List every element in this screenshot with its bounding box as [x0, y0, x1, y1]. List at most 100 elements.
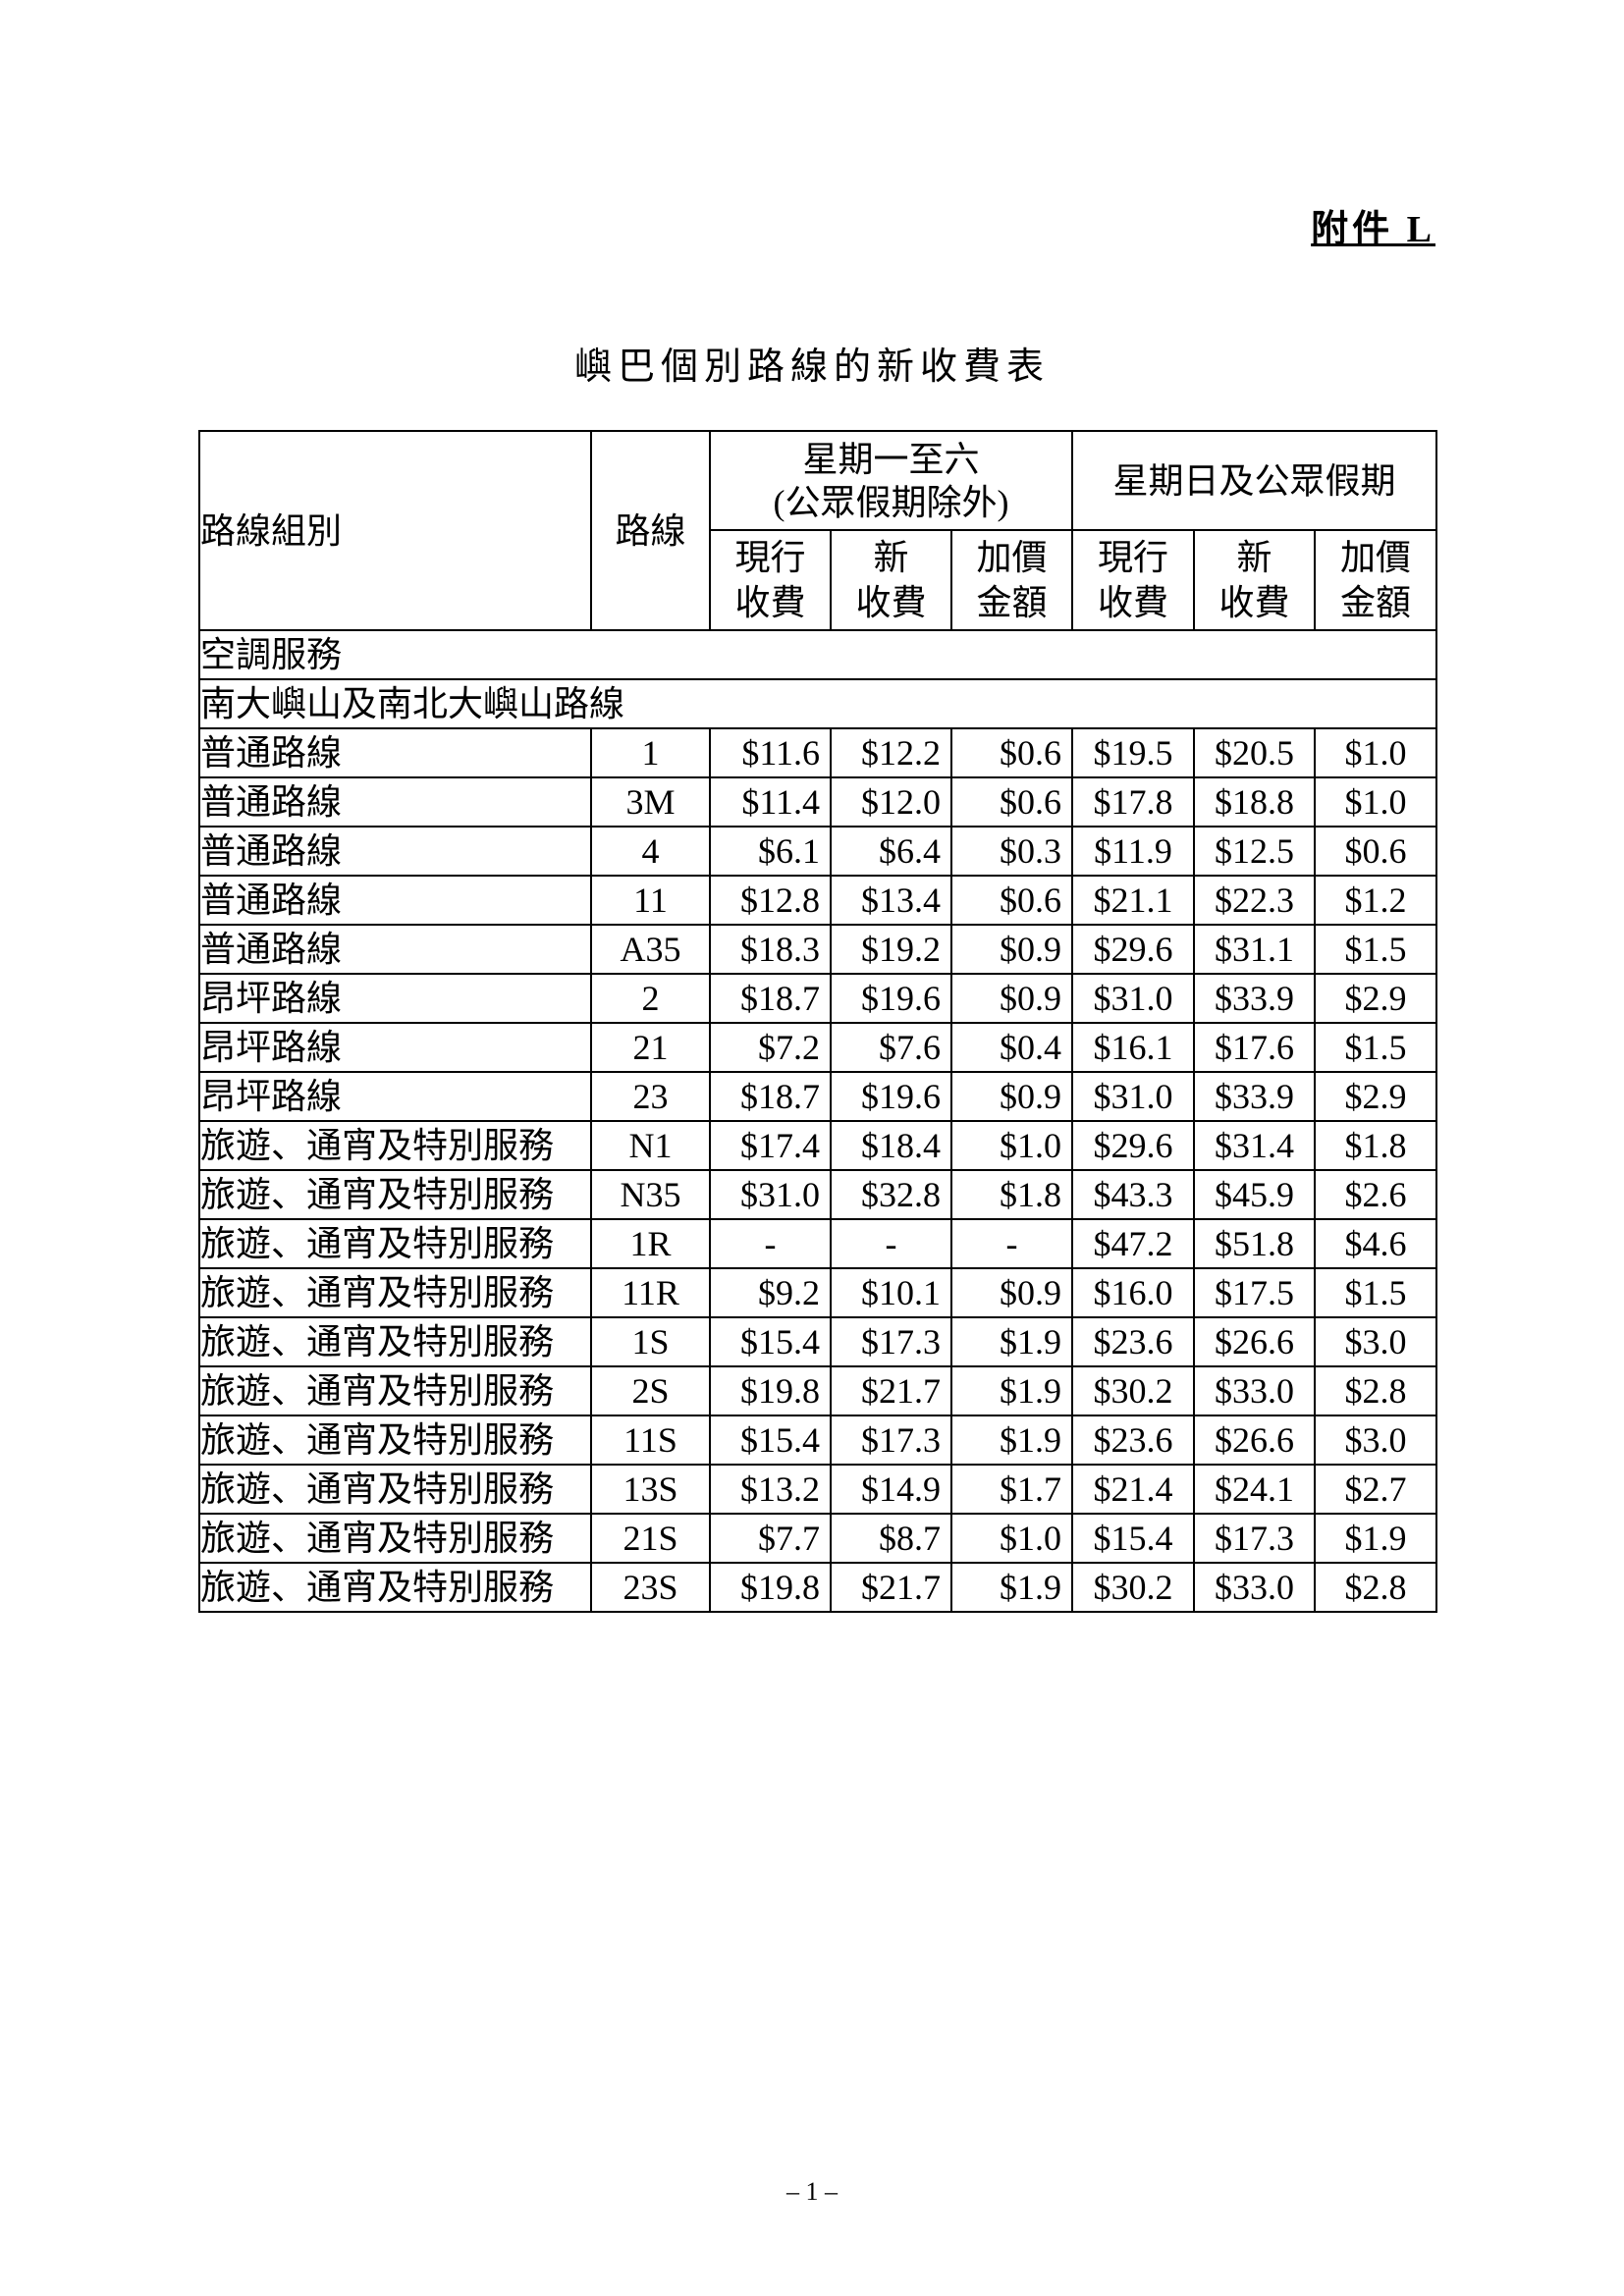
fare-cell: - — [830, 1218, 952, 1269]
fare-cell: $0.6 — [1313, 826, 1438, 877]
route-group-cell: 普通路線 — [198, 875, 592, 926]
subheader-line2: 收費 — [734, 583, 806, 622]
route-cell: N35 — [590, 1169, 711, 1220]
fare-cell: $17.8 — [1071, 776, 1195, 828]
table-row: 旅遊、通宵及特別服務 1S $15.4 $17.3 $1.9 $23.6 $26.6 $3.0 — [198, 1316, 1438, 1367]
fare-cell: $1.9 — [1313, 1513, 1438, 1564]
fare-cell: $3.0 — [1313, 1415, 1438, 1466]
fare-cell: $14.9 — [830, 1464, 952, 1515]
fare-cell: $33.9 — [1193, 973, 1316, 1024]
header-weekday-line1: 星期一至六 — [802, 439, 980, 479]
fare-cell: $10.1 — [830, 1267, 952, 1318]
subheader-line1: 現行 — [734, 538, 806, 577]
route-group-cell: 旅遊、通宵及特別服務 — [198, 1120, 592, 1171]
fare-cell: $33.9 — [1193, 1071, 1316, 1122]
table-row: 旅遊、通宵及特別服務 1R - - - $47.2 $51.8 $4.6 — [198, 1218, 1438, 1269]
fare-cell: $19.6 — [830, 973, 952, 1024]
route-group-cell: 昂坪路線 — [198, 1071, 592, 1122]
subheader-line2: 金額 — [1340, 583, 1412, 622]
fare-cell: $18.7 — [709, 1071, 832, 1122]
fare-cell: $0.3 — [950, 826, 1073, 877]
route-cell: 11 — [590, 875, 711, 926]
route-cell: N1 — [590, 1120, 711, 1171]
fare-cell: $1.8 — [1313, 1120, 1438, 1171]
fare-cell: $26.6 — [1193, 1415, 1316, 1466]
fare-cell: $31.1 — [1193, 924, 1316, 975]
fare-cell: $24.1 — [1193, 1464, 1316, 1515]
fare-cell: $11.4 — [709, 776, 832, 828]
fare-cell: $16.0 — [1071, 1267, 1195, 1318]
fare-cell: $2.9 — [1313, 973, 1438, 1024]
subheader-3: 現行 收費 — [1071, 529, 1195, 631]
fare-cell: $17.5 — [1193, 1267, 1316, 1318]
fare-cell: $19.8 — [709, 1562, 832, 1613]
fare-cell: $32.8 — [830, 1169, 952, 1220]
route-group-cell: 旅遊、通宵及特別服務 — [198, 1464, 592, 1515]
fare-cell: $22.3 — [1193, 875, 1316, 926]
fare-cell: $7.2 — [709, 1022, 832, 1073]
fare-cell: $1.0 — [950, 1513, 1073, 1564]
annex-label: 附件 L — [1311, 209, 1435, 250]
route-group-cell: 旅遊、通宵及特別服務 — [198, 1365, 592, 1416]
table-row: 旅遊、通宵及特別服務 13S $13.2 $14.9 $1.7 $21.4 $24.1 $2.… — [198, 1464, 1438, 1515]
route-group-cell: 旅遊、通宵及特別服務 — [198, 1218, 592, 1269]
fare-cell: $7.6 — [830, 1022, 952, 1073]
fare-cell: $0.9 — [950, 924, 1073, 975]
fare-cell: $3.0 — [1313, 1316, 1438, 1367]
table-row: 普通路線 4 $6.1 $6.4 $0.3 $11.9 $12.5 $0.6 — [198, 826, 1438, 877]
route-cell: 23 — [590, 1071, 711, 1122]
fare-cell: $23.6 — [1071, 1415, 1195, 1466]
page-number: – 1 – — [786, 2177, 838, 2206]
fare-cell: $4.6 — [1313, 1218, 1438, 1269]
route-cell: 21S — [590, 1513, 711, 1564]
fare-cell: $18.3 — [709, 924, 832, 975]
route-cell: 11S — [590, 1415, 711, 1466]
fare-cell: $33.0 — [1193, 1365, 1316, 1416]
fare-cell: $0.6 — [950, 875, 1073, 926]
route-cell: 23S — [590, 1562, 711, 1613]
fare-cell: $1.9 — [950, 1562, 1073, 1613]
fare-cell: $0.6 — [950, 727, 1073, 778]
fare-cell: $31.0 — [1071, 1071, 1195, 1122]
table-row: 旅遊、通宵及特別服務 N35 $31.0 $32.8 $1.8 $43.3 $45.9 $2.… — [198, 1169, 1438, 1220]
fare-cell: $29.6 — [1071, 924, 1195, 975]
fare-cell: $17.3 — [830, 1316, 952, 1367]
table-row: 昂坪路線 23 $18.7 $19.6 $0.9 $31.0 $33.9 $2.9 — [198, 1071, 1438, 1122]
fare-cell: $18.7 — [709, 973, 832, 1024]
route-cell: 1S — [590, 1316, 711, 1367]
route-cell: 2S — [590, 1365, 711, 1416]
fare-cell: $31.0 — [709, 1169, 832, 1220]
fare-cell: $2.8 — [1313, 1562, 1438, 1613]
fare-cell: $18.8 — [1193, 776, 1316, 828]
table-row: 普通路線 A35 $18.3 $19.2 $0.9 $29.6 $31.1 $1.5 — [198, 924, 1438, 975]
route-group-cell: 旅遊、通宵及特別服務 — [198, 1316, 592, 1367]
section-header: 空調服務 — [197, 629, 1438, 680]
fare-cell: $29.6 — [1071, 1120, 1195, 1171]
fare-cell: $1.0 — [950, 1120, 1073, 1171]
fare-cell: $16.1 — [1071, 1022, 1195, 1073]
route-cell: 1R — [590, 1218, 711, 1269]
fare-cell: $0.9 — [950, 973, 1073, 1024]
subheader-line2: 金額 — [976, 583, 1048, 622]
route-cell: 13S — [590, 1464, 711, 1515]
fare-cell: $1.7 — [950, 1464, 1073, 1515]
fare-cell: $6.4 — [830, 826, 952, 877]
table-row: 旅遊、通宵及特別服務 11R $9.2 $10.1 $0.9 $16.0 $17.5 $1.5 — [198, 1267, 1438, 1318]
table-row: 旅遊、通宵及特別服務 2S $19.8 $21.7 $1.9 $30.2 $33.0 $2.8 — [198, 1365, 1438, 1416]
header-weekday: 星期一至六 (公眾假期除外) — [709, 430, 1073, 531]
route-cell: 21 — [590, 1022, 711, 1073]
subheader-line2: 收費 — [1097, 583, 1168, 622]
fare-cell: $1.5 — [1313, 924, 1438, 975]
route-group-cell: 旅遊、通宵及特別服務 — [198, 1562, 592, 1613]
fare-cell: $17.6 — [1193, 1022, 1316, 1073]
table-row: 昂坪路線 2 $18.7 $19.6 $0.9 $31.0 $33.9 $2.9 — [198, 973, 1438, 1024]
fare-cell: $20.5 — [1193, 727, 1316, 778]
subheader-5: 加價 金額 — [1313, 529, 1438, 631]
fare-cell: $7.7 — [709, 1513, 832, 1564]
fare-cell: $17.3 — [830, 1415, 952, 1466]
route-group-cell: 普通路線 — [198, 727, 592, 778]
fare-cell: $31.4 — [1193, 1120, 1316, 1171]
fare-cell: $1.9 — [950, 1365, 1073, 1416]
fare-cell: $17.4 — [709, 1120, 832, 1171]
route-cell: 3M — [590, 776, 711, 828]
